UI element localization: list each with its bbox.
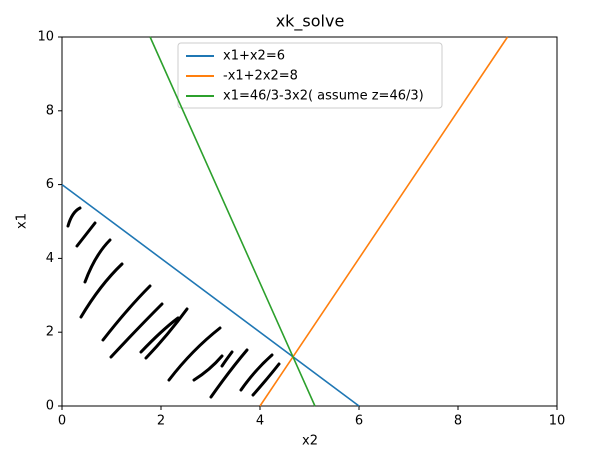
y-tick-label: 6 [46, 177, 54, 192]
chart-title: xk_solve [276, 12, 345, 32]
hatch-stroke [139, 316, 180, 354]
hatch-stroke [192, 354, 224, 382]
y-tick-label: 8 [46, 103, 54, 118]
x-tick-label: 0 [58, 414, 66, 429]
x-tick-label: 10 [549, 414, 566, 429]
series-line [149, 36, 316, 407]
hand-drawn-hatching [66, 206, 281, 399]
hatch-stroke [167, 326, 222, 382]
hatch-stroke [220, 350, 234, 368]
series-line [259, 36, 509, 407]
x-tick-label: 6 [355, 414, 363, 429]
hatch-stroke [83, 238, 112, 284]
hatch-stroke [75, 221, 97, 248]
y-tick-label: 4 [46, 251, 54, 266]
hatch-stroke [239, 353, 274, 392]
series-line [61, 183, 360, 407]
x-tick-label: 4 [256, 414, 264, 429]
legend-label: -x1+2x2=8 [223, 69, 298, 84]
hatch-stroke [251, 362, 281, 397]
y-axis-label: x1 [15, 213, 30, 229]
y-tick-label: 10 [37, 30, 54, 45]
hatch-stroke [109, 302, 164, 359]
legend-label: x1+x2=6 [223, 49, 285, 64]
hatch-stroke [79, 262, 124, 319]
legend-label: x1=46/3-3x2( assume z=46/3) [223, 89, 424, 104]
hatch-stroke [66, 206, 82, 228]
x-tick-label: 8 [454, 414, 462, 429]
hatch-stroke [209, 348, 249, 399]
hatch-stroke [144, 307, 189, 360]
legend-box [177, 42, 443, 109]
x-tick-label: 2 [157, 414, 165, 429]
hatch-stroke [101, 284, 152, 342]
y-tick-label: 2 [46, 325, 54, 340]
x-axis-label: x2 [302, 434, 318, 449]
plot-frame [61, 36, 558, 407]
y-tick-label: 0 [46, 399, 54, 414]
